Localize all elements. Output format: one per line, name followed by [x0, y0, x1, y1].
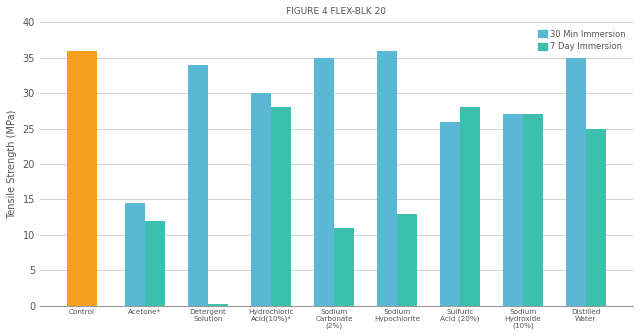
Bar [208, 304, 228, 306]
Bar [566, 58, 586, 306]
Bar [503, 115, 523, 306]
Y-axis label: Tensile Strength (MPa): Tensile Strength (MPa) [7, 109, 17, 219]
Bar [397, 214, 417, 306]
Bar [67, 51, 97, 306]
Bar [460, 107, 480, 306]
Bar [523, 115, 543, 306]
Bar [314, 58, 334, 306]
Bar [251, 93, 271, 306]
Bar [440, 122, 460, 306]
Legend: 30 Min Immersion, 7 Day Immersion: 30 Min Immersion, 7 Day Immersion [535, 27, 629, 54]
Bar [377, 51, 397, 306]
Bar [334, 228, 354, 306]
Bar [188, 65, 208, 306]
Bar [145, 221, 165, 306]
Bar [271, 107, 291, 306]
Title: FIGURE 4 FLEX-BLK 20: FIGURE 4 FLEX-BLK 20 [287, 7, 387, 16]
Bar [586, 129, 606, 306]
Bar [125, 203, 145, 306]
